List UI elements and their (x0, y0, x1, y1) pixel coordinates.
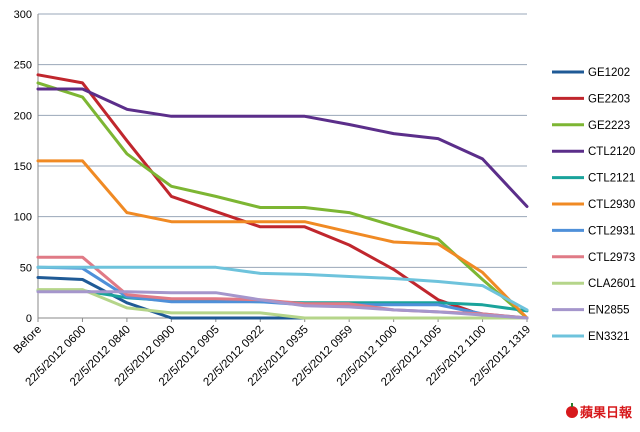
y-tick-label: 300 (14, 9, 32, 21)
y-tick-label: 250 (14, 60, 32, 72)
y-tick-label: 50 (20, 262, 32, 274)
y-tick-labels: 0 50 100 150 200 250 300 (14, 9, 32, 325)
legend-label: CTL2120 (588, 146, 635, 158)
watermark: 蘋果日報 (565, 402, 632, 421)
apple-icon (565, 402, 578, 418)
y-tick-label: 100 (14, 212, 32, 224)
y-tick-label: 0 (26, 313, 32, 325)
series-line-cla2601 (36, 288, 529, 320)
series-line-en2855 (36, 290, 529, 320)
legend-label: GE2203 (588, 93, 630, 105)
legend-label: CTL2931 (588, 225, 635, 237)
legend-label: CTL2973 (588, 252, 635, 264)
gridlines (38, 13, 527, 268)
legend-label: GE2223 (588, 120, 630, 132)
legend-label: EN3321 (588, 331, 630, 343)
series-line-ctl2120 (36, 87, 529, 208)
y-tick-label: 200 (14, 110, 32, 122)
axes (37, 14, 528, 322)
series-line-ctl2930 (36, 159, 529, 320)
series-line-ge2223 (36, 81, 529, 320)
x-tick-label: Before (12, 324, 44, 356)
series-lines (36, 73, 529, 320)
legend-label: CTL2121 (588, 173, 635, 185)
legend: GE1202 GE2203 GE2223 CTL2120 CTL2121 CTL2930 C… (552, 67, 636, 343)
legend-label: EN2855 (588, 305, 630, 317)
legend-label: CTL2930 (588, 199, 635, 211)
y-tick-label: 150 (14, 161, 32, 173)
watermark-text: 蘋果日報 (579, 406, 632, 421)
legend-label: CLA2601 (588, 278, 636, 290)
series-line-en3321 (36, 265, 529, 312)
legend-label: GE1202 (588, 67, 630, 79)
